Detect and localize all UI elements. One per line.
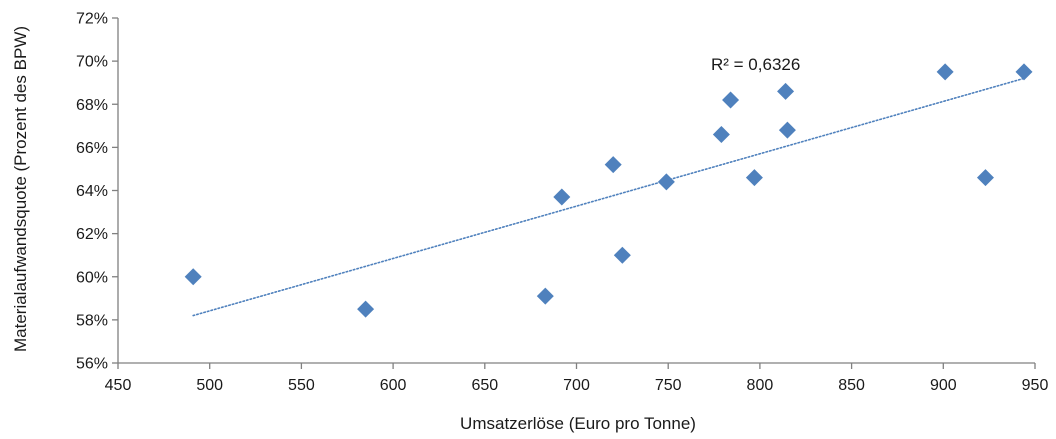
- data-point-diamond: [777, 82, 795, 100]
- linear-trendline: [192, 77, 1025, 317]
- data-point-diamond: [778, 121, 796, 139]
- x-tick-label: 450: [105, 377, 132, 394]
- y-axis-title: Materialaufwandsquote (Prozent des BPW): [11, 26, 30, 352]
- x-tick-label: 900: [930, 377, 957, 394]
- y-tick-label: 58%: [76, 312, 108, 329]
- y-tick-label: 64%: [76, 183, 108, 200]
- y-tick-label: 70%: [76, 54, 108, 71]
- labels-layer: Materialaufwandsquote (Prozent des BPW) …: [11, 26, 800, 433]
- y-tick-label: 66%: [76, 140, 108, 157]
- data-point-diamond: [604, 156, 622, 174]
- x-tick-label: 500: [196, 377, 223, 394]
- data-point-diamond: [613, 246, 631, 264]
- data-point-diamond: [536, 287, 554, 305]
- data-point-diamond: [712, 125, 730, 143]
- y-tick-label: 72%: [76, 11, 108, 28]
- y-tick-label: 62%: [76, 226, 108, 243]
- x-tick-label: 950: [1022, 377, 1049, 394]
- data-point-diamond: [1015, 63, 1033, 81]
- data-point-diamond: [357, 300, 375, 318]
- x-tick-label: 600: [380, 377, 407, 394]
- data-point-diamond: [976, 169, 994, 187]
- y-tick-label: 56%: [76, 356, 108, 373]
- x-axis-title: Umsatzerlöse (Euro pro Tonne): [460, 414, 696, 433]
- x-tick-label: 700: [563, 377, 590, 394]
- x-tick-label: 850: [838, 377, 865, 394]
- x-tick-label: 750: [655, 377, 682, 394]
- x-tick-label: 550: [288, 377, 315, 394]
- x-tick-label: 800: [747, 377, 774, 394]
- data-point-diamond: [936, 63, 954, 81]
- points-layer: [184, 63, 1033, 318]
- y-tick-label: 68%: [76, 97, 108, 114]
- data-point-diamond: [184, 268, 202, 286]
- data-point-diamond: [722, 91, 740, 109]
- data-point-diamond: [657, 173, 675, 191]
- y-tick-label: 60%: [76, 269, 108, 286]
- trendline-layer: [192, 77, 1025, 317]
- axes-layer: 56% 58% 60% 62% 64% 66% 68% 70% 72% 450 500 550 600 6…: [76, 11, 1048, 395]
- data-point-diamond: [553, 188, 571, 206]
- data-point-diamond: [745, 169, 763, 187]
- r-squared-annotation: R² = 0,6326: [711, 55, 800, 74]
- x-tick-label: 650: [471, 377, 498, 394]
